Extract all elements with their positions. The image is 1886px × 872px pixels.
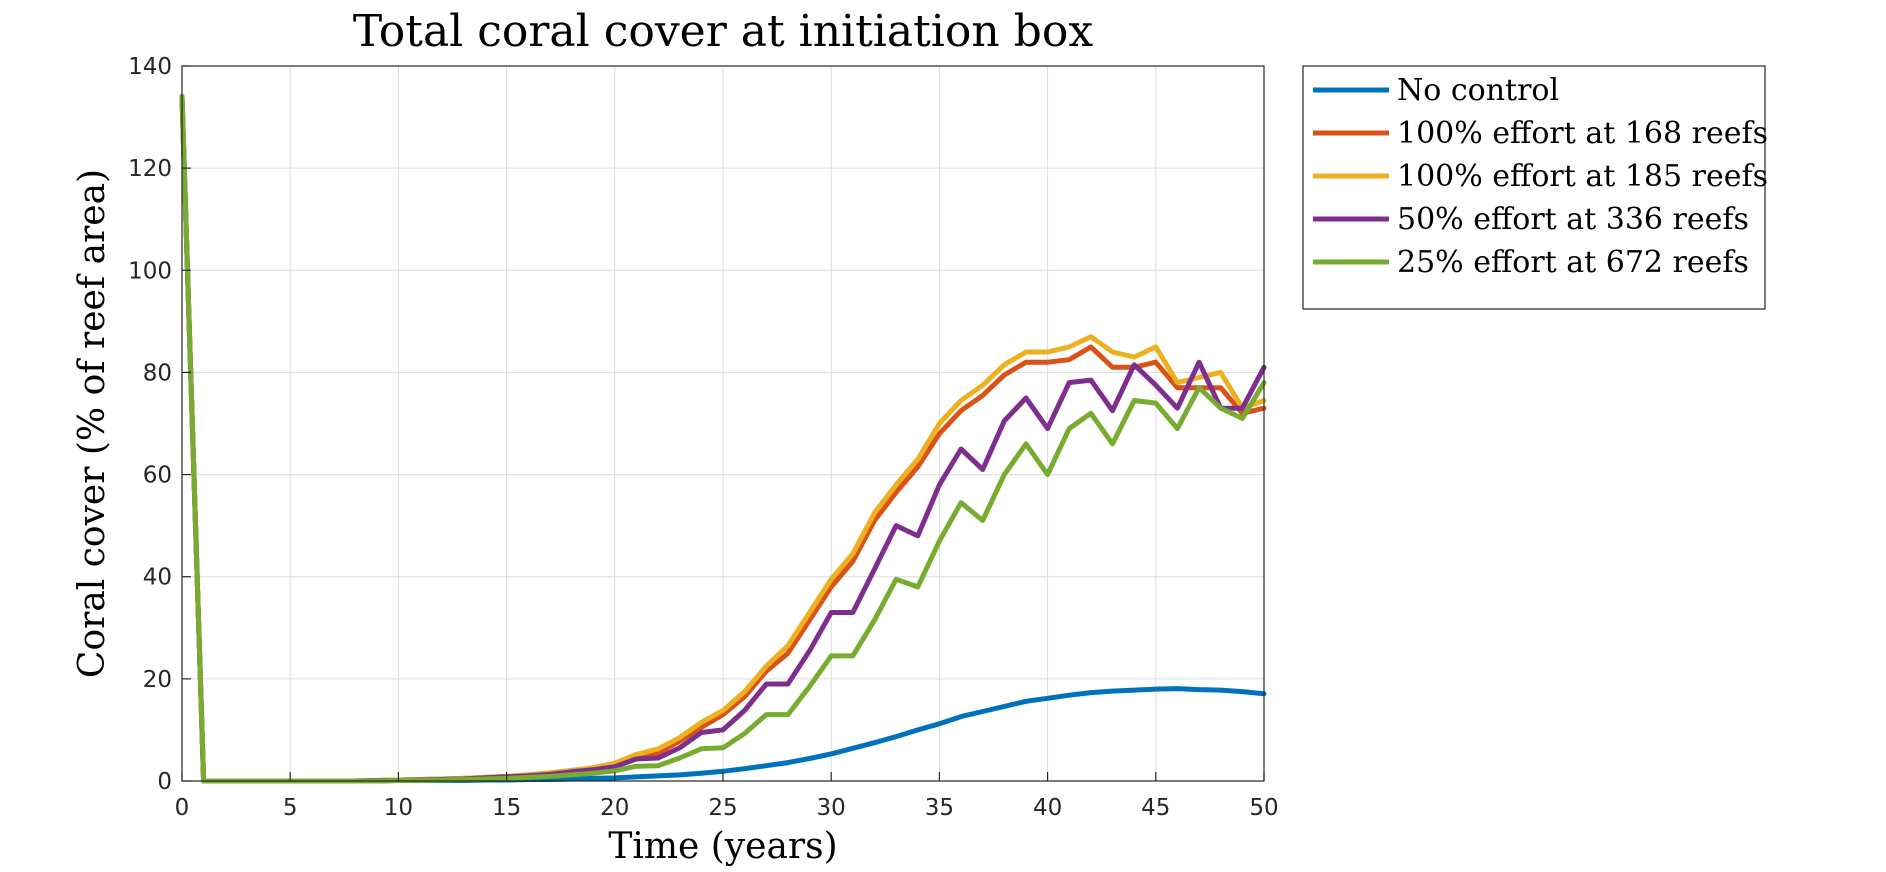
y-tick-label: 80	[143, 360, 172, 386]
axis-ticks: 0 5 10 15 20 25 30 35 40 45 50 0 20 40 60 80 100 120 140	[128, 54, 1279, 821]
y-tick-label: 100	[128, 258, 172, 284]
x-axis-label: Time (years)	[608, 826, 837, 867]
x-tick-label: 50	[1249, 795, 1278, 821]
y-tick-label: 120	[128, 156, 172, 182]
x-tick-label: 45	[1141, 795, 1170, 821]
legend-entry-label: 100% effort at 185 reefs	[1397, 159, 1768, 194]
x-tick-label: 25	[708, 795, 737, 821]
x-tick-label: 35	[925, 795, 954, 821]
y-tick-label: 20	[143, 667, 172, 693]
x-tick-label: 10	[384, 795, 413, 821]
y-tick-label: 60	[143, 463, 172, 489]
x-tick-label: 20	[600, 795, 629, 821]
y-axis-label: Coral cover (% of reef area)	[72, 169, 113, 678]
y-tick-label: 40	[143, 565, 172, 591]
legend-entry-label: 100% effort at 168 reefs	[1397, 116, 1768, 151]
legend: No control 100% effort at 168 reefs 100% e…	[1302, 65, 1768, 310]
y-tick-label: 0	[157, 769, 172, 795]
grid	[181, 65, 1265, 782]
legend-entry-label: 25% effort at 672 reefs	[1397, 245, 1749, 280]
x-tick-label: 40	[1033, 795, 1062, 821]
x-tick-label: 5	[283, 795, 298, 821]
y-tick-label: 140	[128, 54, 172, 80]
legend-box	[1302, 65, 1766, 310]
x-tick-label: 30	[817, 795, 846, 821]
legend-entry-label: No control	[1397, 73, 1559, 108]
x-tick-label: 15	[492, 795, 521, 821]
x-tick-label: 0	[175, 795, 190, 821]
chart-title: Total coral cover at initiation box	[353, 6, 1093, 57]
legend-entry-label: 50% effort at 336 reefs	[1397, 202, 1749, 237]
